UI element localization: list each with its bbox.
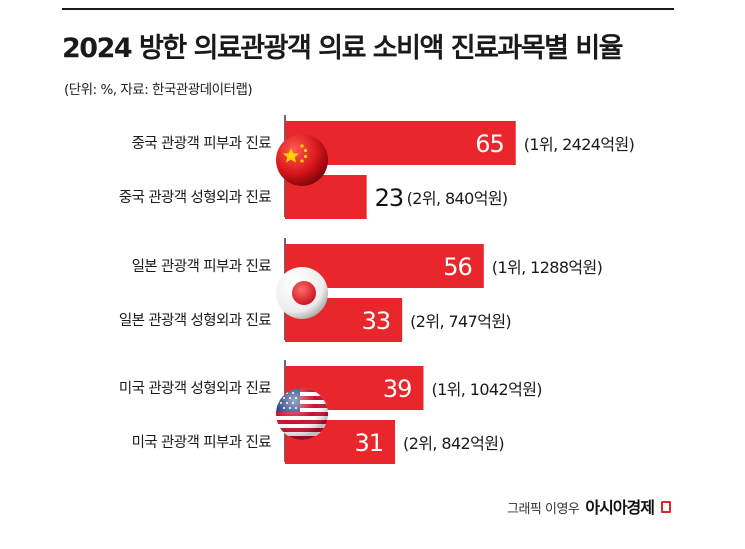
category-label: 일본 관광객 피부과 진료 <box>132 258 272 275</box>
brand-logo-icon <box>661 501 671 513</box>
top-rule <box>62 8 674 10</box>
category-label: 미국 관광객 피부과 진료 <box>132 434 272 451</box>
rank-amount-note: (2위, 747억원) <box>410 312 511 331</box>
chart-subtitle: (단위: %, 자료: 한국관광데이터랩) <box>64 82 253 98</box>
data-label: 56 <box>443 253 472 281</box>
rank-amount-note: (2위, 842억원) <box>403 434 504 453</box>
category-label: 일본 관광객 성형외과 진료 <box>119 312 271 329</box>
china-flag-icon <box>276 134 328 186</box>
category-label: 미국 관광객 성형외과 진료 <box>119 380 271 397</box>
usa-flag-icon <box>276 388 328 440</box>
chart-title: 2024 방한 의료관광객 의료 소비액 진료과목별 비율 <box>62 33 624 64</box>
data-label: 39 <box>383 375 412 403</box>
category-label: 중국 관광객 성형외과 진료 <box>119 189 271 206</box>
category-label: 중국 관광객 피부과 진료 <box>132 135 272 152</box>
rank-amount-note: (1위, 2424억원) <box>524 135 635 154</box>
plot-area: 중국 관광객 피부과 진료 65 (1위, 2424억원) 중국 관광객 성형외과 진… <box>119 115 635 464</box>
data-label: 23 <box>375 184 404 212</box>
japan-flag-icon <box>276 267 328 319</box>
data-label: 33 <box>362 307 391 335</box>
credit-byline: 그래픽 이영우 <box>506 502 580 517</box>
credit-brand: 아시아경제 <box>585 498 655 517</box>
rank-amount-note: (1위, 1042억원) <box>431 380 542 399</box>
data-label: 65 <box>475 130 504 158</box>
data-label: 31 <box>355 429 384 457</box>
credit: 그래픽 이영우 아시아경제 <box>507 494 671 518</box>
rank-amount-note: (2위, 840억원) <box>407 189 508 208</box>
rank-amount-note: (1위, 1288억원) <box>492 258 603 277</box>
